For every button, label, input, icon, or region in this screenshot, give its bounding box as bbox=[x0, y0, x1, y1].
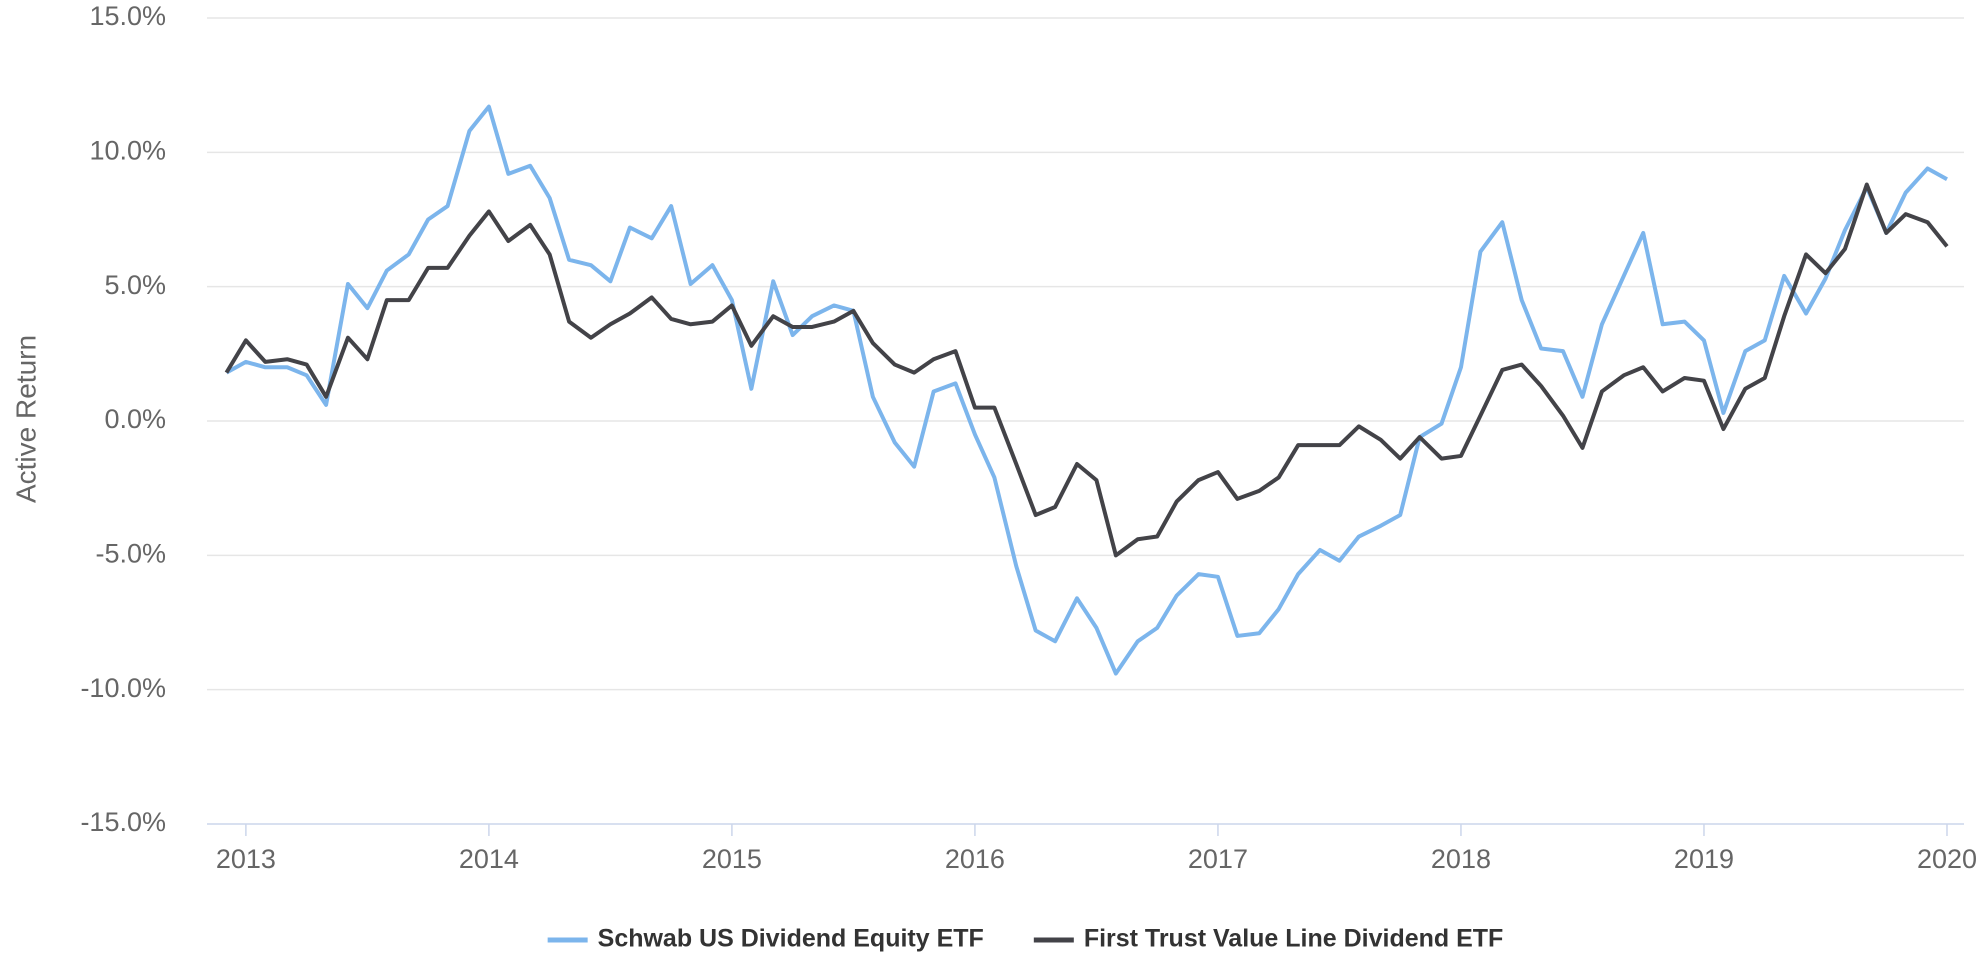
x-tick-label: 2019 bbox=[1674, 844, 1734, 874]
x-tick-label: 2017 bbox=[1188, 844, 1248, 874]
legend-label: Schwab US Dividend Equity ETF bbox=[598, 925, 984, 953]
y-tick-label: -5.0% bbox=[95, 538, 166, 568]
x-tick-label: 2018 bbox=[1431, 844, 1491, 874]
legend-label: First Trust Value Line Dividend ETF bbox=[1084, 925, 1504, 953]
x-tick-label: 2013 bbox=[216, 844, 276, 874]
y-tick-label: 15.0% bbox=[89, 1, 166, 31]
y-tick-label: 5.0% bbox=[104, 270, 166, 300]
y-tick-label: -15.0% bbox=[80, 807, 166, 837]
x-tick-label: 2020 bbox=[1917, 844, 1977, 874]
series-line bbox=[224, 182, 1949, 558]
series-line bbox=[225, 104, 1948, 676]
y-tick-label: 10.0% bbox=[89, 135, 166, 165]
x-tick-label: 2014 bbox=[459, 844, 519, 874]
x-tick-label: 2016 bbox=[945, 844, 1005, 874]
y-tick-label: -10.0% bbox=[80, 673, 166, 703]
y-tick-label: 0.0% bbox=[104, 404, 166, 434]
x-tick-label: 2015 bbox=[702, 844, 762, 874]
y-axis-title: Active Return bbox=[10, 335, 41, 503]
